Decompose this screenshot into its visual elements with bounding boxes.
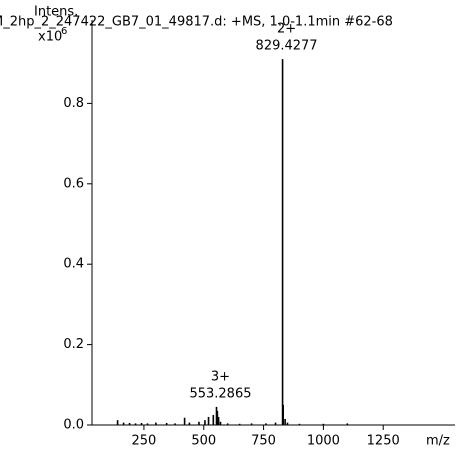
peak-mz: 829.4277 — [256, 39, 318, 54]
x-tick-label: 500 — [191, 434, 216, 449]
peak-charge: 3+ — [211, 369, 230, 384]
y-axis-label: Intens. — [34, 5, 78, 20]
x-axis-label: m/z — [426, 434, 450, 449]
y-tick-label: 0.2 — [63, 337, 84, 352]
chart-title: M_2hp_2_247422_GB7_01_49817.d: +MS, 1.0-… — [0, 15, 393, 30]
y-tick-label: 0.6 — [63, 176, 84, 191]
peak-charge: 2+ — [277, 22, 296, 37]
x-tick-label: 750 — [251, 434, 276, 449]
y-tick-label: 0.0 — [63, 418, 84, 433]
y-tick-label: 0.8 — [63, 96, 84, 111]
x-tick-label: 250 — [132, 434, 157, 449]
y-scale-base: x10 — [38, 30, 62, 45]
y-scale-exponent: 6 — [61, 26, 67, 37]
x-tick-label: 1000 — [307, 434, 340, 449]
peak-mz: 553.2865 — [189, 386, 251, 401]
x-tick-label: 1250 — [367, 434, 400, 449]
y-tick-label: 0.4 — [63, 257, 84, 272]
